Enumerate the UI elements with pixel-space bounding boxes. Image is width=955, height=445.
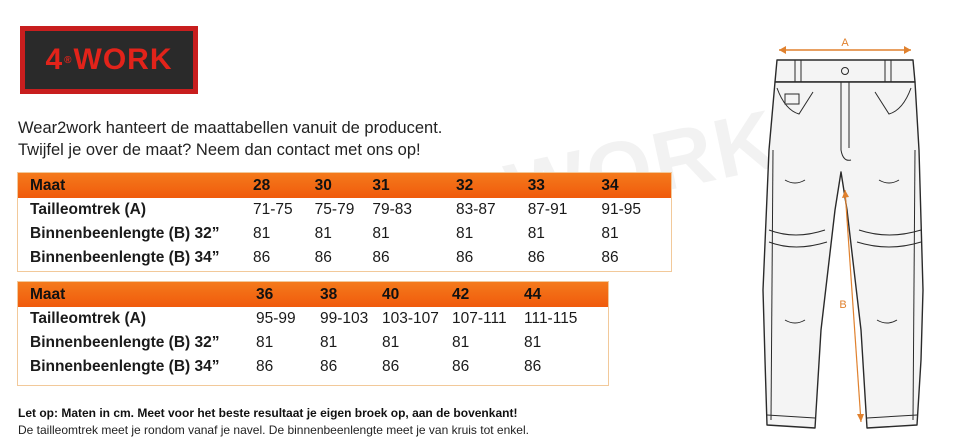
intro-line-2: Twijfel je over de maat? Neem dan contac… — [18, 141, 421, 159]
value-cell: 81 — [601, 225, 619, 242]
measure-a-arrow — [779, 46, 911, 54]
value-cell: 81 — [524, 334, 542, 351]
header-label: Maat — [30, 285, 66, 303]
value-cell: 81 — [372, 225, 390, 242]
value-cell: 81 — [252, 225, 271, 242]
value-cell: 86 — [527, 249, 545, 266]
size-cell: 38 — [320, 285, 338, 303]
size-cell: 34 — [601, 176, 619, 194]
size-cell: 33 — [527, 176, 545, 194]
logo-word: WORK — [73, 43, 173, 76]
value-cell: 86 — [314, 249, 332, 266]
size-cell: 42 — [452, 285, 470, 303]
value-cell: 81 — [382, 334, 400, 351]
logo-number: 4 — [45, 43, 64, 76]
measurement-note-bold: Let op: Maten in cm. Meet voor het beste… — [18, 406, 518, 420]
value-cell: 83-87 — [456, 201, 496, 218]
header-label: Maat — [30, 176, 66, 194]
value-cell: 79-83 — [372, 201, 413, 218]
size-cell: 44 — [524, 285, 542, 303]
size-table-2: Maat 36 38 40 42 44 Tailleomtrek (A) 95-… — [17, 281, 609, 386]
logo-text: 4 ® WORK — [25, 31, 193, 89]
measure-b-arrow — [842, 189, 864, 423]
value-cell: 86 — [452, 358, 470, 375]
size-table-1: Maat 28 30 31 32 33 34 Tailleomtrek (A) … — [17, 172, 672, 272]
table-row: Tailleomtrek (A) 71-75 75-79 79-83 83-87… — [18, 198, 671, 222]
size-cell: 31 — [372, 176, 390, 194]
value-cell: 86 — [256, 358, 274, 375]
value-cell: 86 — [372, 249, 390, 266]
table-row: Tailleomtrek (A) 95-99 99-103 103-107 10… — [18, 307, 608, 331]
row-label: Binnenbeenlengte (B) 32” — [30, 225, 220, 242]
value-cell: 86 — [320, 358, 338, 375]
value-cell: 99-103 — [320, 310, 369, 327]
value-cell: 86 — [524, 358, 542, 375]
value-cell: 75-79 — [314, 201, 355, 218]
size-cell: 36 — [256, 285, 274, 303]
value-cell: 81 — [456, 225, 474, 242]
measurement-note: De tailleomtrek meet je rondom vanaf je … — [18, 423, 529, 437]
value-cell: 81 — [527, 225, 545, 242]
table-row: Binnenbeenlengte (B) 34” 86 86 86 86 86 — [18, 355, 608, 379]
table-header-row: Maat 28 30 31 32 33 34 — [18, 173, 671, 198]
row-label: Binnenbeenlengte (B) 34” — [30, 249, 220, 266]
row-label: Binnenbeenlengte (B) 32” — [30, 334, 220, 351]
table-row: Binnenbeenlengte (B) 32” 81 81 81 81 81 … — [18, 222, 671, 246]
value-cell: 86 — [382, 358, 400, 375]
value-cell: 87-91 — [527, 201, 568, 218]
measure-b-label: B — [839, 299, 846, 311]
value-cell: 107-111 — [452, 310, 507, 327]
table-header-row: Maat 36 38 40 42 44 — [18, 282, 608, 307]
value-cell: 86 — [456, 249, 474, 266]
intro-line-1: Wear2work hanteert de maattabellen vanui… — [18, 119, 443, 137]
value-cell: 81 — [320, 334, 338, 351]
value-cell: 111-115 — [524, 310, 578, 327]
value-cell: 91-95 — [601, 201, 641, 218]
brand-logo: 4 ® WORK — [20, 26, 198, 94]
value-cell: 103-107 — [382, 310, 439, 327]
size-cell: 40 — [382, 285, 400, 303]
measure-a-label: A — [841, 37, 849, 49]
value-cell: 81 — [452, 334, 470, 351]
size-cell: 30 — [314, 176, 332, 194]
value-cell: 86 — [601, 249, 619, 266]
row-label: Tailleomtrek (A) — [30, 201, 146, 218]
row-label: Binnenbeenlengte (B) 34” — [30, 358, 220, 375]
size-cell: 28 — [252, 176, 271, 194]
value-cell: 71-75 — [252, 201, 293, 218]
logo-reg-mark: ® — [64, 54, 73, 66]
value-cell: 81 — [314, 225, 332, 242]
table-row: Binnenbeenlengte (B) 34” 86 86 86 86 86 … — [18, 246, 671, 270]
pants-illustration: A B — [762, 37, 924, 429]
value-cell: 81 — [256, 334, 274, 351]
value-cell: 86 — [252, 249, 271, 266]
row-label: Tailleomtrek (A) — [30, 310, 146, 327]
intro-text: Wear2work hanteert de maattabellen vanui… — [18, 117, 442, 161]
size-cell: 32 — [456, 176, 474, 194]
table-row: Binnenbeenlengte (B) 32” 81 81 81 81 81 — [18, 331, 608, 355]
value-cell: 95-99 — [256, 310, 296, 327]
